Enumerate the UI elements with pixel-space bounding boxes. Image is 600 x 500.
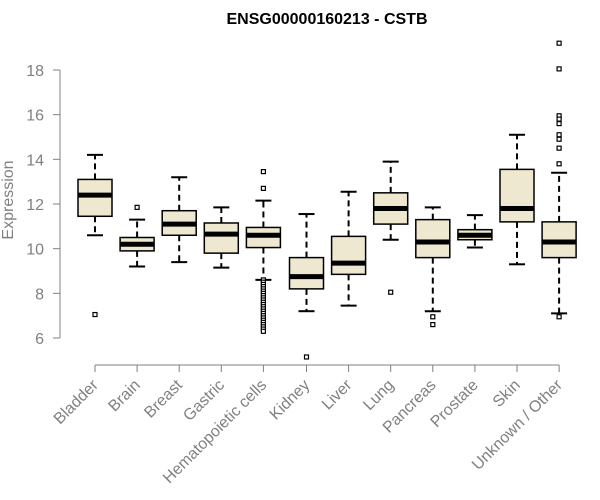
box-brain [119, 204, 155, 268]
iqr-box [77, 178, 113, 218]
box-lung [372, 160, 409, 295]
y-tick-label: 18 [26, 63, 44, 80]
outlier-point [260, 185, 266, 191]
outlier-point [556, 116, 562, 122]
box-pancreas [415, 206, 451, 328]
outlier-point [556, 120, 562, 127]
x-tick-label: Skin [490, 377, 524, 411]
x-tick-label: Bladder [51, 376, 102, 427]
x-tick-label: Prostate [428, 377, 482, 431]
x-tick-label: Brain [105, 377, 143, 415]
iqr-box [203, 222, 240, 254]
box-prostate [457, 214, 493, 249]
iqr-box [288, 256, 325, 290]
outlier-point [556, 66, 562, 72]
outlier-point [430, 322, 436, 328]
outlier-point [556, 145, 562, 151]
outlier-point [556, 136, 562, 142]
box-liver [330, 190, 367, 307]
y-tick-label: 14 [26, 152, 44, 169]
box-unknown-other [541, 40, 577, 320]
x-tick-label: Kidney [267, 377, 314, 424]
box-kidney [288, 213, 325, 360]
y-axis-label: Expression [0, 160, 17, 239]
iqr-box [499, 168, 535, 223]
outlier-point [556, 40, 562, 46]
x-tick-label: Lung [360, 377, 397, 414]
box-bladder [77, 153, 113, 318]
y-tick-label: 6 [35, 331, 44, 348]
outlier-point [556, 314, 562, 320]
y-tick-label: 10 [26, 242, 44, 259]
y-tick-label: 12 [26, 197, 44, 214]
outlier-point [556, 161, 562, 167]
chart-title: ENSG00000160213 - CSTB [227, 11, 428, 28]
outlier-point [260, 328, 266, 334]
outlier-point [388, 289, 394, 295]
outlier-point [430, 314, 436, 320]
outlier-point [556, 132, 562, 138]
boxes [77, 40, 577, 360]
outlier-point [92, 311, 98, 318]
y-tick-label: 16 [26, 108, 44, 125]
x-tick-label: Breast [141, 376, 186, 421]
outlier-point [134, 204, 140, 210]
y-tick-label: 8 [35, 286, 44, 303]
iqr-box [415, 218, 451, 259]
x-tick-label: Liver [319, 376, 356, 413]
y-axis: 6 8 10 12 14 16 18 [26, 63, 61, 348]
box-hematopoietic-cells [245, 169, 282, 334]
box-skin [499, 133, 535, 266]
iqr-box [330, 235, 367, 276]
outlier-point [303, 354, 310, 360]
box-gastric [203, 206, 240, 269]
box-breast [161, 176, 197, 264]
outlier-point [260, 169, 266, 175]
